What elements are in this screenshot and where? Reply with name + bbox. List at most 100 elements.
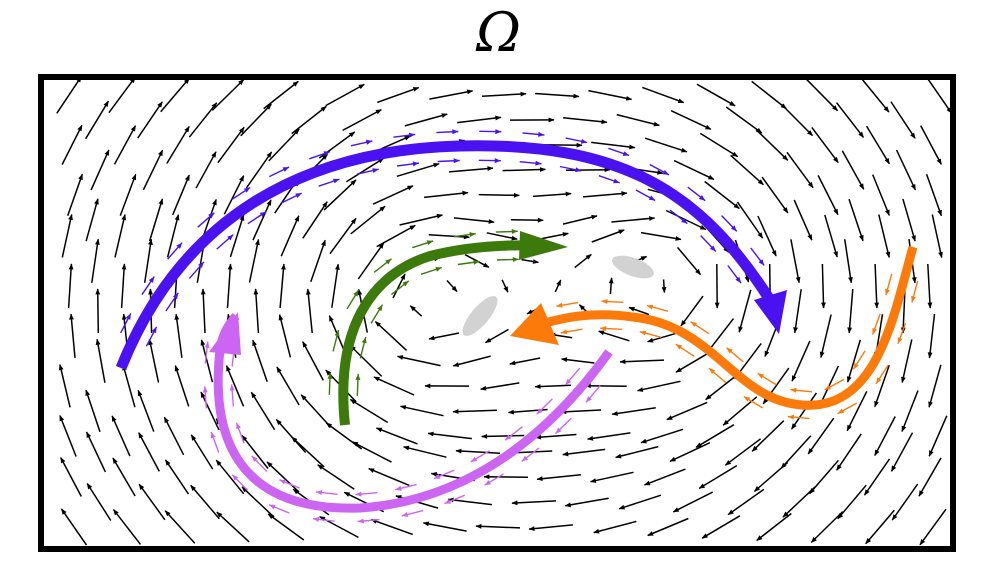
- blue-streak-head: [172, 292, 179, 300]
- arrow-icon: [501, 279, 509, 293]
- arrow-icon: [642, 86, 685, 104]
- arrow-icon: [266, 461, 300, 493]
- arrow-icon: [562, 214, 598, 225]
- arrow-icon: [84, 100, 110, 140]
- arrow-icon: [240, 103, 272, 137]
- blue-streak-head: [613, 178, 620, 184]
- orange-streak-head: [690, 321, 697, 327]
- green-streak-head: [327, 372, 333, 379]
- arrow-icon: [279, 263, 286, 308]
- arrow-icon: [475, 523, 521, 529]
- arrow-icon: [616, 113, 660, 127]
- arrow-icon: [111, 415, 131, 457]
- arrow-icon: [350, 205, 386, 235]
- arrow-icon: [69, 313, 76, 358]
- blue-streak-head: [148, 276, 155, 283]
- arrow-icon: [890, 432, 914, 472]
- blue-streak-head: [176, 242, 183, 249]
- orange-streak-head: [885, 288, 890, 296]
- violet-streak-head: [236, 422, 241, 430]
- arrow-icon: [241, 435, 269, 469]
- arrow-icon: [751, 80, 787, 110]
- arrow-icon: [860, 77, 890, 113]
- blue-streak-head: [365, 139, 373, 145]
- arrow-icon: [640, 231, 682, 241]
- arrow-icon: [138, 432, 160, 472]
- arrow-icon: [392, 273, 406, 299]
- orange-streak-head: [787, 414, 794, 420]
- orange-streak-head: [824, 384, 832, 390]
- arrow-icon: [60, 508, 88, 546]
- arrow-icon: [66, 173, 84, 217]
- arrow-icon: [528, 524, 573, 531]
- arrow-icon: [535, 433, 577, 440]
- arrow-icon: [226, 263, 233, 309]
- arrow-icon: [302, 341, 324, 381]
- arrow-icon: [536, 474, 581, 482]
- arrow-icon: [846, 390, 868, 432]
- arrow-icon: [174, 365, 190, 407]
- arrow-icon: [865, 125, 891, 165]
- arrow-icon: [874, 263, 880, 309]
- arrow-icon: [878, 214, 891, 258]
- arrow-icon: [163, 416, 185, 456]
- arrow-icon: [587, 432, 631, 441]
- arrow-icon: [817, 175, 839, 216]
- arrow-icon: [644, 137, 688, 153]
- blue-streak-head: [453, 158, 460, 164]
- arrow-icon: [67, 263, 74, 309]
- arrow-icon: [724, 438, 762, 466]
- orange-streak-head: [560, 329, 568, 335]
- violet-streak-head: [204, 341, 210, 348]
- arrow-icon: [190, 434, 214, 470]
- arrow-icon: [331, 263, 340, 308]
- green-flow-path: [338, 240, 549, 426]
- arrow-icon: [325, 83, 365, 107]
- arrow-icon: [874, 416, 896, 457]
- arrow-icon: [223, 175, 245, 215]
- arrow-icon: [895, 149, 917, 191]
- arrow-icon: [925, 76, 953, 114]
- orange-streak-head: [837, 408, 845, 414]
- arrow-icon: [584, 383, 627, 389]
- arrow-icon: [375, 427, 418, 445]
- green-streak-head: [385, 258, 392, 265]
- arrow-icon: [302, 201, 328, 239]
- arrow-icon: [560, 409, 602, 415]
- violet-streak-head: [315, 490, 323, 495]
- arrow-icon: [85, 198, 99, 242]
- green-streak-head: [334, 330, 340, 337]
- arrow-icon: [275, 419, 307, 453]
- arrow-icon: [562, 448, 606, 457]
- arrow-icon: [925, 174, 943, 217]
- orange-streak-head: [709, 368, 716, 374]
- orange-flow: [510, 245, 919, 420]
- arrow-icon: [521, 258, 539, 264]
- arrow-icon: [670, 110, 712, 130]
- arrow-icon: [695, 424, 735, 448]
- arrow-icon: [698, 464, 738, 490]
- arrow-icon: [480, 382, 520, 391]
- violet-streak-head: [401, 512, 409, 517]
- blue-streak-head: [494, 158, 501, 164]
- arrow-icon: [846, 339, 862, 383]
- arrow-icon: [611, 406, 656, 416]
- green-streak-head: [353, 290, 359, 297]
- arrow-icon: [811, 126, 839, 164]
- arrow-icon: [263, 80, 299, 110]
- arrow-icon: [455, 448, 501, 454]
- arrow-icon: [591, 141, 636, 150]
- blue-streak-head: [681, 217, 688, 224]
- blue-streak-head: [408, 132, 416, 138]
- arrow-icon: [112, 457, 136, 497]
- arrow-icon: [216, 511, 250, 543]
- violet-streak-head: [505, 434, 512, 441]
- arrow-icon: [409, 305, 423, 317]
- arrow-icon: [836, 433, 862, 471]
- arrow-icon: [615, 445, 659, 459]
- arrow-icon: [422, 521, 467, 532]
- green-streak-head: [402, 280, 409, 287]
- arrow-icon: [837, 484, 867, 520]
- blue-streak-head: [333, 178, 340, 184]
- arrow-icon: [325, 422, 363, 450]
